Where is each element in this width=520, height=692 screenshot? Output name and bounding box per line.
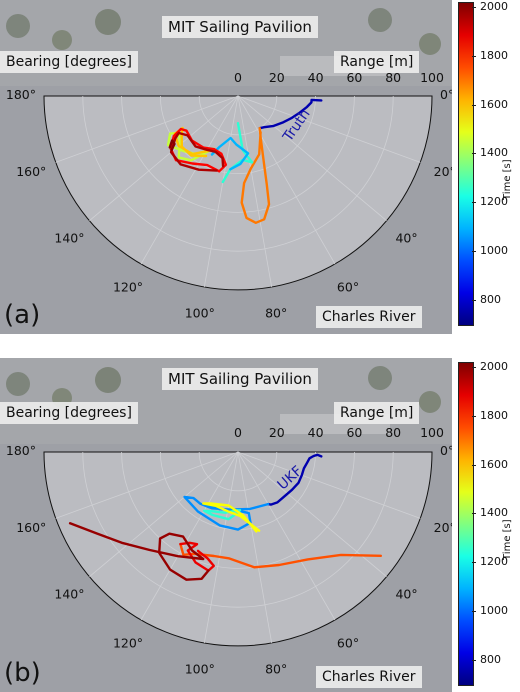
bearing-axis-label: Bearing [degrees] [0, 402, 138, 424]
bearing-tick-label: 120° [113, 636, 143, 651]
bearing-tick-label: 180° [6, 443, 36, 458]
bearing-tick-label: 100° [185, 662, 215, 677]
polar-chart-panel: 0° 20° 40° 60° 80° 100° 120° 140° 160° 180° 0 20 40 6… [0, 358, 452, 692]
bearing-gridline [55, 95, 239, 163]
bearing-tick-label: 120° [113, 280, 143, 295]
bearing-gridline [237, 451, 273, 644]
track-line [258, 98, 323, 130]
range-tick-label: 0 [234, 70, 242, 85]
range-tick-label: 0 [234, 425, 242, 440]
bearing-gridline [89, 451, 239, 578]
bearing-tick-label: 0° [440, 87, 452, 102]
track-line [68, 522, 210, 581]
bearing-tick-label: 140° [54, 230, 84, 245]
bearing-tick-label: 100° [185, 306, 215, 321]
bearing-tick-label: 0° [440, 443, 452, 458]
range-gridline [82, 451, 394, 608]
bearing-tick-label: 180° [6, 87, 36, 102]
range-tick-label: 80 [385, 425, 401, 440]
range-axis-label: Range [m] [334, 402, 420, 424]
polar-area [43, 95, 433, 291]
bearing-gridline [237, 95, 336, 265]
range-gridline [121, 451, 355, 569]
bearing-tick-label: 160° [16, 520, 46, 535]
bearing-gridline [55, 451, 239, 519]
bearing-gridline [140, 95, 239, 265]
range-tick-label: 60 [346, 425, 362, 440]
range-tick-label: 20 [269, 425, 285, 440]
track-line [202, 502, 261, 533]
bearing-axis-label: Bearing [degrees] [0, 51, 138, 73]
colorbar [458, 362, 474, 686]
range-tick-label: 60 [346, 70, 362, 85]
bearing-tick-label: 160° [16, 164, 46, 179]
range-gridline [198, 95, 278, 136]
range-tick-label: 80 [385, 70, 401, 85]
bearing-gridline [203, 95, 239, 288]
track-line [169, 127, 228, 173]
chart-title: MIT Sailing Pavilion [162, 368, 318, 390]
colorbar [458, 2, 474, 326]
bearing-gridline [89, 95, 239, 222]
polar-chart-panel: 0° 20° 40° 60° 80° 100° 120° 140° 160° 180° 0 20 40 6… [0, 0, 452, 334]
polar-plot: 0° 20° 40° 60° 80° 100° 120° 140° 160° 180° 0 20 40 6… [6, 70, 452, 321]
bearing-tick-label: 20° [434, 520, 452, 535]
track-line [166, 131, 215, 162]
colorbar-label: Time [s] [502, 159, 513, 200]
range-gridline [121, 95, 355, 213]
range-tick-label: 40 [308, 70, 324, 85]
bearing-tick-label: 20° [434, 164, 452, 179]
bearing-tick-label: 60° [337, 280, 359, 295]
track-line [210, 136, 250, 171]
range-axis-label: Range [m] [334, 51, 420, 73]
range-gridline [160, 95, 316, 174]
track-line [168, 139, 176, 151]
track-line [179, 541, 216, 572]
bearing-gridline [237, 451, 336, 621]
panel-label: (a) [4, 300, 41, 330]
track-line [169, 131, 225, 172]
bearing-gridline [237, 95, 273, 288]
range-tick-label: 100 [420, 425, 444, 440]
chart-title: MIT Sailing Pavilion [162, 16, 318, 38]
track-line [240, 126, 271, 225]
range-gridline [82, 95, 394, 252]
bearing-gridline [237, 451, 421, 519]
bearing-tick-label: 40° [395, 230, 417, 245]
track-line [221, 121, 254, 184]
bearing-gridline [237, 95, 421, 163]
bearing-tick-label: 80° [265, 662, 287, 677]
bearing-tick-label: 40° [395, 586, 417, 601]
range-tick-label: 20 [269, 70, 285, 85]
range-gridline [198, 451, 278, 492]
panel-label: (b) [4, 658, 41, 688]
bearing-tick-label: 140° [54, 586, 84, 601]
bearing-tick-label: 80° [265, 306, 287, 321]
colorbar-label: Time [s] [502, 519, 513, 560]
bearing-gridline [203, 451, 239, 644]
bearing-gridline [237, 95, 387, 222]
range-tick-label: 100 [420, 70, 444, 85]
track-line [266, 453, 323, 506]
location-label: Charles River [316, 306, 422, 328]
polar-area [43, 451, 433, 647]
polar-plot: 0° 20° 40° 60° 80° 100° 120° 140° 160° 180° 0 20 40 6… [6, 425, 452, 677]
bearing-tick-label: 60° [337, 636, 359, 651]
track-line [173, 126, 211, 158]
location-label: Charles River [316, 666, 422, 688]
range-tick-label: 40 [308, 425, 324, 440]
bearing-gridline [140, 451, 239, 621]
